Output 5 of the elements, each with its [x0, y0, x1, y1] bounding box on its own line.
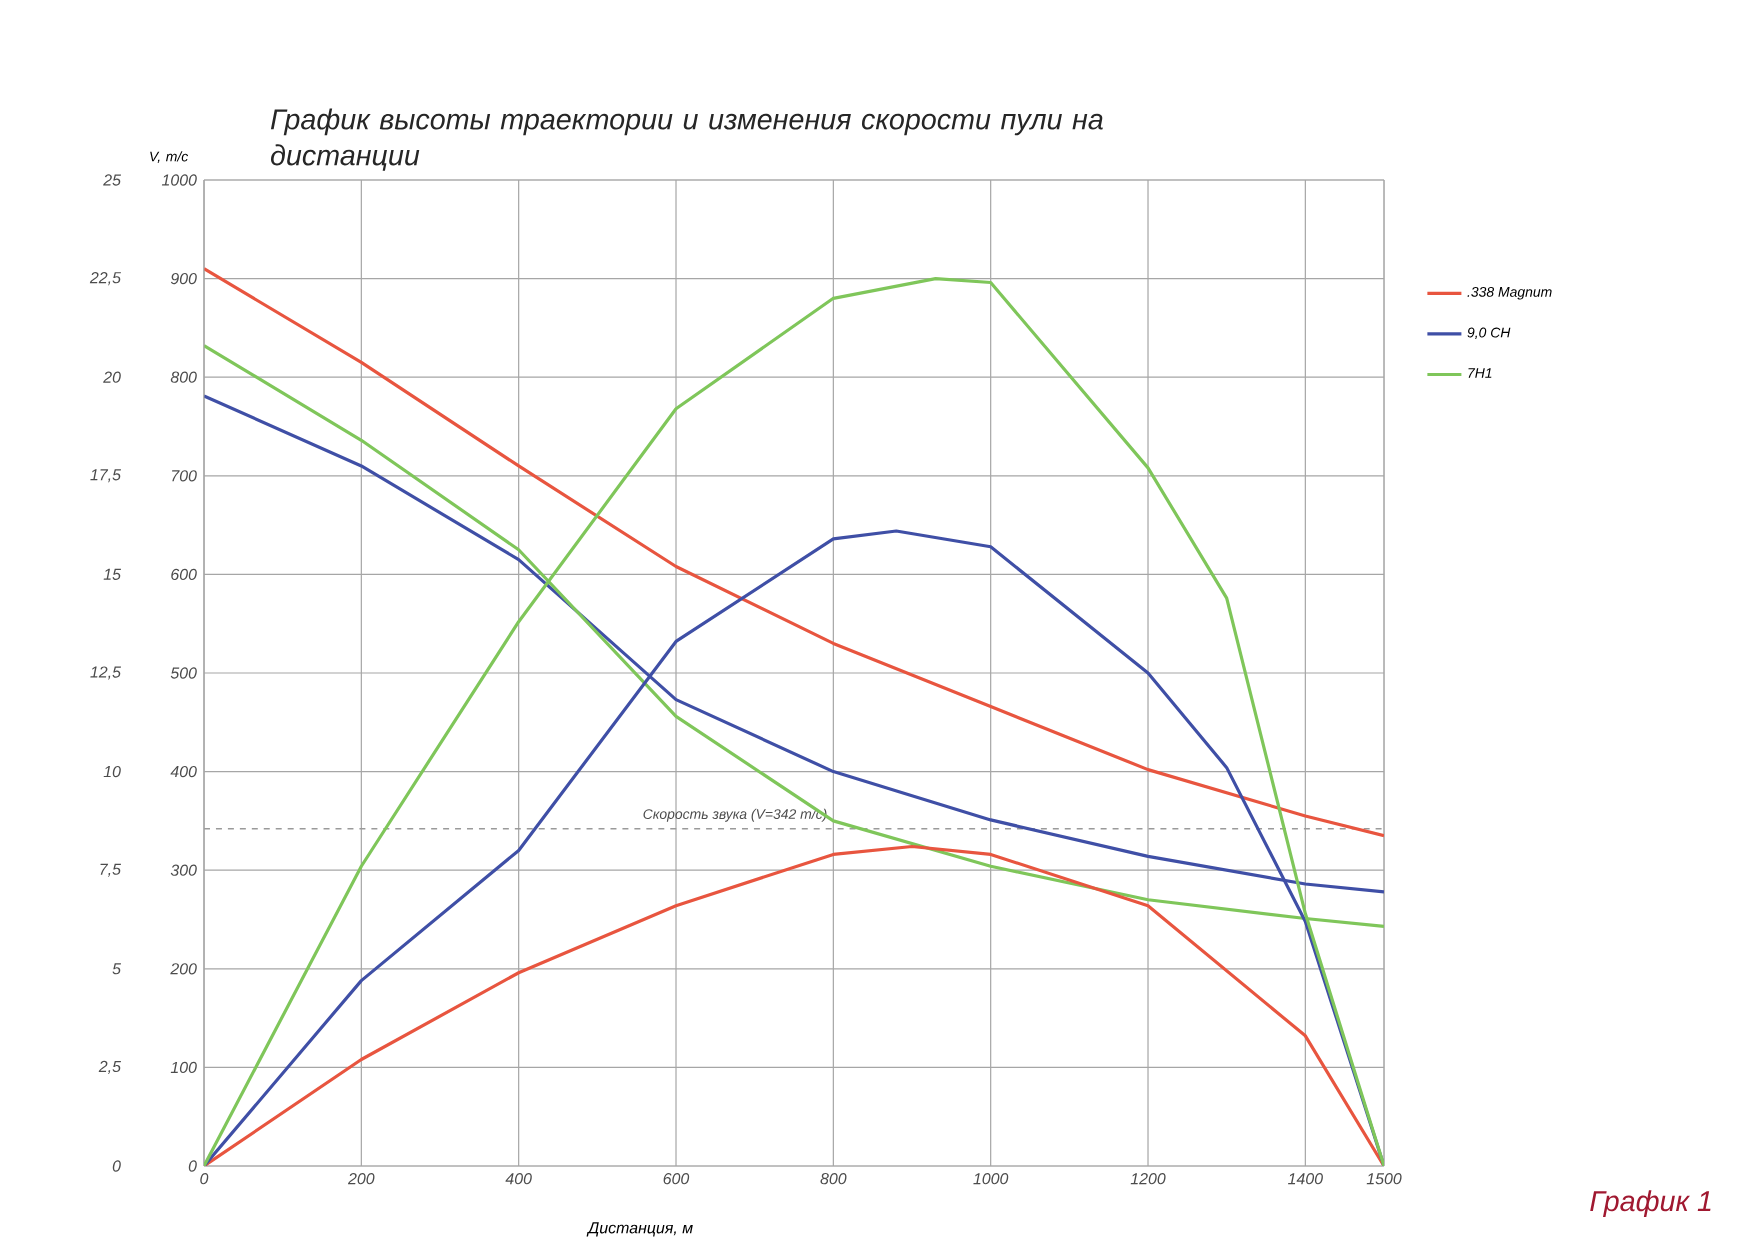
text: График 1: [1590, 1190, 1711, 1217]
line-series: [204, 276, 1385, 1166]
line-series: [204, 267, 1385, 838]
chart-title: График высоты траектории и изменения скорости пули на дистанции: [270, 108, 1103, 171]
line-series: [204, 844, 1385, 1166]
